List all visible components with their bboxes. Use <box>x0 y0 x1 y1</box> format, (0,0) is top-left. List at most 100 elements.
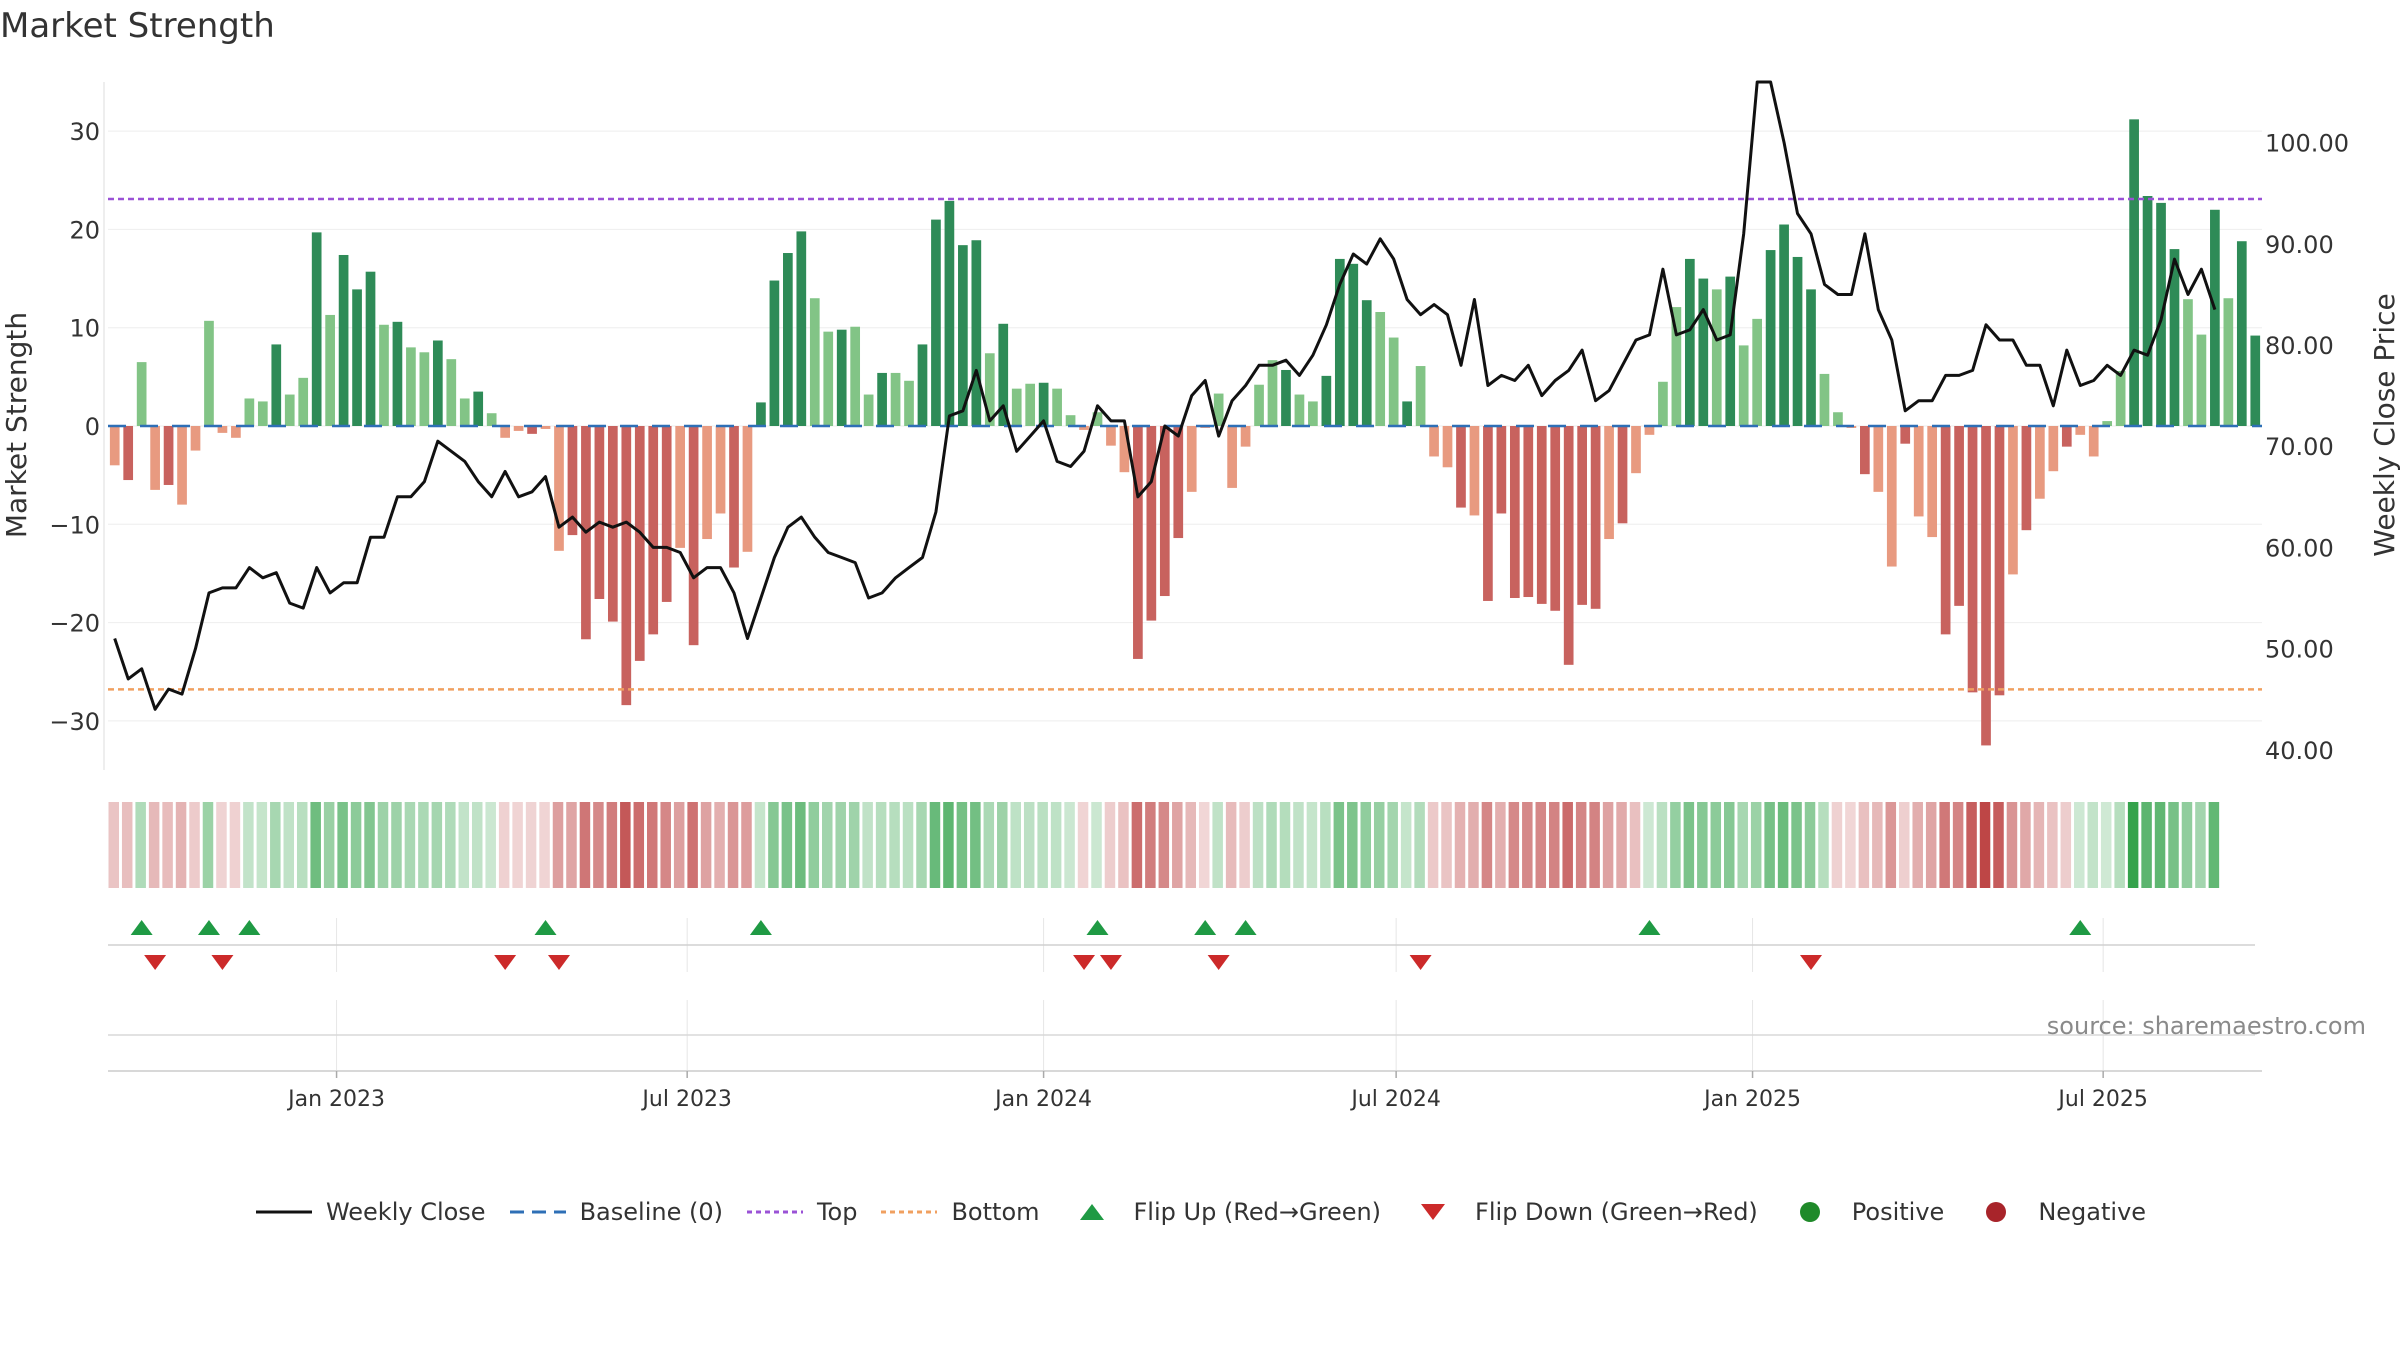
legend-dot <box>1799 1202 1820 1222</box>
strength-bar <box>1617 426 1628 524</box>
legend-label: Negative <box>2038 1198 2147 1226</box>
state-strip-cell <box>1427 802 1439 888</box>
strength-bar <box>769 280 780 426</box>
state-strip-cell <box>1952 802 1964 888</box>
state-strip-cell <box>997 802 1008 888</box>
strength-bar <box>1550 426 1561 611</box>
flip-up-marker <box>238 920 261 935</box>
strength-bar <box>244 398 255 426</box>
strength-bar <box>392 321 403 426</box>
state-strip-cell <box>579 802 591 888</box>
state-strip-cell <box>1764 802 1775 888</box>
state-strip-cell <box>754 802 766 888</box>
state-strip-cell <box>525 802 537 888</box>
state-strip-cell <box>121 802 133 888</box>
strength-bar <box>1348 263 1359 426</box>
state-strip-cell <box>566 802 577 888</box>
state-strip-cell <box>1373 802 1385 888</box>
strength-bar <box>890 372 901 426</box>
state-strip-cell <box>1697 802 1708 888</box>
strength-bar <box>2075 426 2086 435</box>
strength-bar <box>1994 426 2005 696</box>
strength-bar <box>136 362 147 426</box>
state-strip-cell <box>875 802 887 888</box>
strength-bar <box>446 359 457 426</box>
strength-bar <box>1698 278 1709 426</box>
strength-bar <box>500 426 510 438</box>
strength-bar <box>1981 426 1991 746</box>
state-strip-cell <box>1495 802 1506 888</box>
state-strip-cell <box>1750 802 1762 888</box>
y-axis-label: Market Strength <box>0 312 33 538</box>
state-strip-cell <box>768 802 779 888</box>
strength-bar <box>607 426 618 622</box>
state-strip-cell <box>606 802 618 888</box>
state-strip-cell <box>2208 802 2220 888</box>
strength-bar <box>1294 394 1305 426</box>
strength-bar <box>2035 426 2045 499</box>
strength-bar <box>2169 249 2180 426</box>
flip-down-marker <box>494 955 517 970</box>
strength-bar <box>1886 426 1897 567</box>
state-strip-cell <box>1347 802 1358 888</box>
legend-item: Negative <box>1966 1198 2146 1226</box>
strength-bar <box>702 426 712 540</box>
flip-up-marker <box>1086 920 1109 935</box>
state-strip-cell <box>1158 802 1170 888</box>
state-strip-cell <box>956 802 968 888</box>
strength-bar <box>1873 426 1884 492</box>
strength-bar <box>836 329 847 426</box>
state-strip-cell <box>1670 802 1681 888</box>
strength-bar <box>1079 426 1089 430</box>
state-strip-cell <box>1077 802 1089 888</box>
strength-bar <box>204 320 214 426</box>
state-strip-cell <box>647 802 658 888</box>
strength-bar <box>1186 426 1197 492</box>
flip-up-marker <box>197 920 220 935</box>
strength-bar <box>311 232 322 426</box>
strength-bar <box>1819 373 1830 426</box>
state-strip-cell <box>808 802 820 888</box>
flip-up-marker <box>2069 920 2092 935</box>
strength-bar <box>1106 426 1116 446</box>
strength-bar <box>1483 426 1493 601</box>
state-strip-cell <box>2195 802 2206 888</box>
strength-bar <box>904 380 914 426</box>
strength-bar <box>1738 345 1749 426</box>
state-strip-cell <box>970 802 981 888</box>
y-tick-label: 10 <box>69 315 100 343</box>
strength-bar <box>1509 426 1520 598</box>
legend-down-marker <box>1421 1204 1446 1220</box>
strength-bar <box>1402 401 1412 426</box>
strength-bar <box>1456 426 1466 508</box>
strength-bar <box>432 340 443 426</box>
state-strip-cell <box>1912 802 1923 888</box>
state-strip-cell <box>781 802 793 888</box>
state-strip-cell <box>431 802 443 888</box>
state-strip-cell <box>2181 802 2193 888</box>
strength-bar <box>1658 381 1668 426</box>
state-strip-cell <box>256 802 268 888</box>
y-tick-label: 20 <box>69 216 100 244</box>
strength-bar <box>2048 426 2059 472</box>
flip-down-marker <box>1409 955 1432 970</box>
strength-bar <box>365 271 376 426</box>
source-note: source: sharemaestro.com <box>2047 1012 2366 1040</box>
state-strip-cell <box>364 802 375 888</box>
strength-bar <box>877 372 887 426</box>
strength-bar <box>984 353 995 426</box>
strength-bar <box>1523 426 1534 598</box>
state-strip-cell <box>323 802 335 888</box>
state-strip-cell <box>1508 802 1520 888</box>
y2-tick-label: 90.00 <box>2265 231 2334 259</box>
state-strip-cell <box>539 802 550 888</box>
strength-bar <box>1065 415 1076 426</box>
strength-bar <box>1011 388 1022 426</box>
state-strip-cell <box>1091 802 1102 888</box>
strength-bar <box>1308 401 1318 426</box>
state-strip-cell <box>350 802 362 888</box>
strength-bar <box>675 426 686 548</box>
state-strip-cell <box>2168 802 2179 888</box>
state-strip-cell <box>2127 802 2139 888</box>
state-strip-cell <box>1858 802 1870 888</box>
